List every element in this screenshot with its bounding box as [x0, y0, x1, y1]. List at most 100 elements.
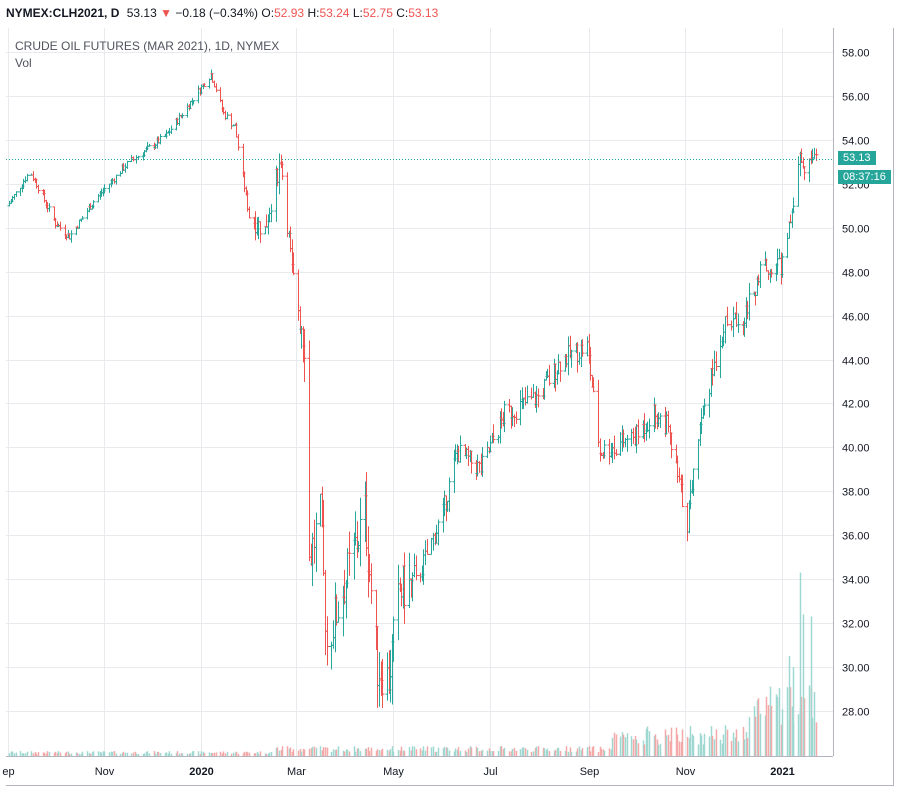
price-tick-label: 30.00	[842, 663, 870, 675]
ohlc-bar	[796, 156, 801, 207]
ohlc-bar	[518, 390, 523, 426]
low-label: L:	[352, 6, 363, 20]
ohlc-bar	[714, 351, 719, 372]
symbol-label[interactable]: NYMEX:CLH2021, D	[6, 6, 120, 20]
ohlc-bar	[107, 183, 112, 193]
ohlc-bar	[607, 438, 612, 465]
ohlc-bar	[758, 261, 763, 289]
ohlc-bar	[380, 658, 385, 708]
ohlc-bar	[247, 206, 252, 219]
bar-countdown-tag: 08:37:16	[838, 170, 891, 184]
ohlc-bar	[355, 521, 360, 558]
price-tick-label: 54.00	[842, 136, 870, 148]
close-value: 53.13	[408, 6, 439, 20]
time-tick-label: 2021	[770, 766, 794, 778]
ohlc-bar	[225, 112, 230, 120]
series-title[interactable]: CRUDE OIL FUTURES (MAR 2021), 1D, NYMEX	[15, 39, 280, 53]
time-tick-label: Mar	[287, 766, 306, 778]
price-change: −0.18 (−0.34%)	[175, 6, 259, 20]
ohlc-bar	[96, 193, 101, 203]
ohlc-bar	[469, 450, 474, 474]
ohlc-bar	[414, 555, 419, 581]
ohlc-bar	[80, 216, 85, 220]
ohlc-bar	[425, 539, 430, 555]
ohlc-bar	[263, 226, 268, 235]
price-tick-label: 32.00	[842, 619, 870, 631]
ohlc-bar	[514, 411, 519, 424]
open-value: 52.93	[274, 6, 305, 20]
price-tick-label: 56.00	[842, 92, 870, 104]
price-tick-label: 44.00	[842, 356, 870, 368]
ohlc-bar	[785, 232, 790, 259]
symbol-header: NYMEX:CLH2021, D 53.13 ▼ −0.18 (−0.34%) …	[6, 6, 438, 20]
ohlc-bar	[569, 349, 574, 368]
time-tick-label: 2020	[189, 766, 213, 778]
ohlc-bar	[191, 100, 196, 105]
ohlc-bar	[647, 418, 652, 439]
ohlc-bar	[658, 413, 663, 428]
ohlc-bar	[323, 569, 328, 656]
ohlc-bar	[536, 388, 541, 408]
ohlc-bar	[391, 616, 396, 662]
price-tick-label: 34.00	[842, 575, 870, 587]
ohlc-bar	[458, 435, 463, 463]
price-tick-label: 42.00	[842, 399, 870, 411]
ohlc-bar	[614, 449, 619, 457]
ohlc-bar	[480, 446, 485, 477]
ohlc-bar	[766, 270, 771, 281]
ohlc-bar	[729, 320, 734, 331]
ohlc-bar	[264, 214, 269, 228]
ohlc-bar	[787, 221, 792, 239]
ohlc-bar	[429, 537, 434, 555]
ohlc-bar	[196, 85, 201, 104]
ohlc-bar	[812, 147, 817, 160]
ohlc-bar	[598, 438, 603, 462]
grid-lines	[6, 28, 833, 756]
ohlc-bar	[496, 434, 501, 444]
ohlc-bar	[780, 253, 785, 278]
ohlc-bar	[677, 467, 682, 483]
low-value: 52.75	[362, 6, 393, 20]
ohlc-bar	[447, 477, 452, 513]
ohlc-bar	[34, 178, 39, 189]
ohlc-bar	[669, 432, 674, 459]
volume-label[interactable]: Vol	[15, 56, 32, 70]
price-tick-label: 28.00	[842, 707, 870, 719]
ohlc-bar	[436, 519, 441, 546]
time-axis[interactable]: ep Nov 2020 Mar May Jul Sep Nov 2021	[2, 766, 794, 778]
ohlc-bar	[314, 512, 319, 573]
ohlc-bar	[23, 176, 28, 184]
ohlc-bar	[485, 441, 490, 459]
ohlc-bar	[236, 134, 241, 151]
ohlc-bar	[625, 434, 630, 452]
ohlc-bar	[302, 329, 307, 382]
ohlc-bar	[202, 83, 207, 88]
ohlc-bar	[418, 572, 423, 583]
time-tick-label: Sep	[580, 766, 600, 778]
ohlc-bar	[336, 601, 341, 623]
time-tick-label: Jul	[483, 766, 497, 778]
ohlc-bar	[502, 400, 507, 433]
time-tick-label: Nov	[95, 766, 115, 778]
ohlc-bar	[525, 385, 530, 404]
ohlc-bar	[402, 552, 407, 624]
ohlc-bar	[723, 315, 728, 344]
ohlc-bar	[712, 350, 717, 377]
ohlc-bar	[491, 424, 496, 444]
price-tick-label: 46.00	[842, 312, 870, 324]
ohlc-bar	[185, 103, 190, 118]
ohlc-bar	[47, 203, 52, 212]
ohlc-bar	[777, 248, 782, 260]
ohlc-bar	[558, 361, 563, 382]
ohlc-bar	[358, 497, 363, 567]
price-tick-label: 50.00	[842, 224, 870, 236]
ohlc-bar	[347, 531, 352, 576]
ohlc-bar	[747, 282, 752, 321]
ohlc-bar	[285, 172, 290, 238]
ohlc-bar	[136, 155, 141, 160]
price-axis[interactable]: 28.00 30.00 32.00 34.00 36.00 38.00 40.00 42.00…	[842, 48, 870, 719]
ohlc-bar	[791, 197, 796, 214]
ohlc-bar	[385, 652, 390, 701]
ohlc-bar	[280, 161, 285, 180]
